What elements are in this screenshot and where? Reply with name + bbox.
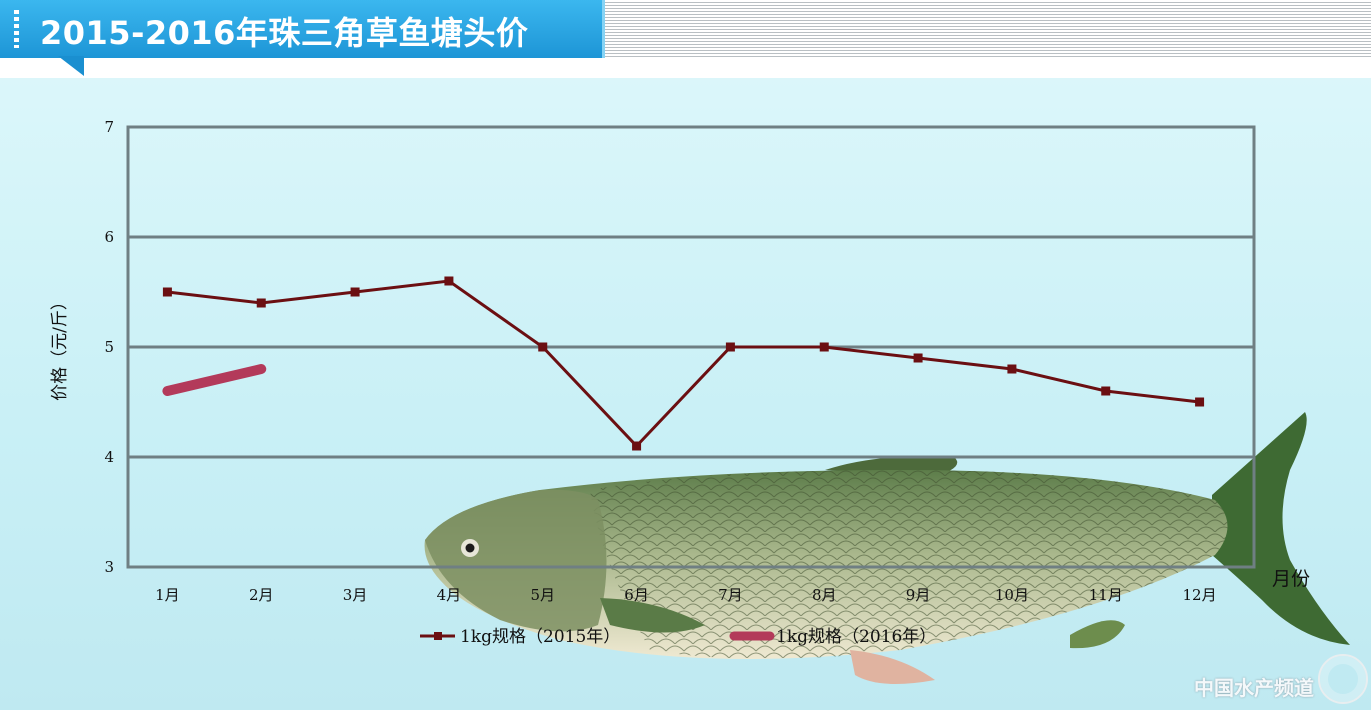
x-tick-label: 2月 (249, 586, 274, 604)
x-tick-label: 7月 (718, 586, 743, 604)
data-point-marker (725, 342, 735, 352)
data-point-marker (350, 287, 360, 297)
x-tick-label: 12月 (1183, 586, 1217, 604)
x-axis-label: 月份 (1272, 568, 1310, 590)
x-tick-label: 1月 (155, 586, 180, 604)
data-point-marker (1007, 364, 1017, 374)
watermark: 中国水产频道 (1194, 676, 1314, 700)
legend-marker-2015 (434, 632, 442, 640)
y-tick-label: 7 (104, 118, 114, 136)
data-point-marker (1195, 397, 1205, 407)
series-line-2015 (167, 279, 1200, 449)
banner-dots (14, 10, 19, 48)
x-tick-label: 8月 (812, 586, 837, 604)
x-axis-ticks: 1月 2月 3月 4月 5月 6月 7月 8月 9月 10月 11月 12月 (155, 586, 1216, 604)
series-line-2016 (162, 364, 267, 396)
title-banner: 2015-2016年珠三角草鱼塘头价 (0, 0, 605, 58)
x-tick-label: 11月 (1089, 586, 1123, 604)
data-series (162, 276, 1205, 451)
page-title: 2015-2016年珠三角草鱼塘头价 (40, 14, 529, 52)
data-point-marker (819, 342, 829, 352)
globe-logo-icon (1318, 654, 1368, 704)
data-point-marker (1101, 386, 1111, 396)
data-point-marker (162, 287, 172, 297)
legend-label-2015: 1kg规格（2015年） (460, 627, 620, 647)
x-tick-label: 4月 (437, 586, 462, 604)
y-axis-ticks: 3 4 5 6 7 (104, 118, 114, 576)
legend: 1kg规格（2015年） 1kg规格（2016年） (420, 627, 936, 647)
y-tick-label: 5 (104, 338, 114, 356)
y-tick-label: 6 (104, 228, 114, 246)
y-tick-label: 4 (104, 448, 114, 466)
grass-carp-illustration (424, 412, 1350, 684)
data-point-marker (913, 353, 923, 363)
x-tick-label: 5月 (530, 586, 555, 604)
x-tick-label: 9月 (906, 586, 931, 604)
header-divider (0, 58, 1371, 78)
banner-tail (58, 56, 84, 76)
x-tick-label: 6月 (624, 586, 649, 604)
data-point-marker (444, 276, 454, 286)
x-tick-label: 3月 (343, 586, 368, 604)
y-axis-label: 价格（元/斤） (50, 293, 70, 401)
legend-label-2016: 1kg规格（2016年） (776, 627, 936, 647)
data-point-marker (538, 342, 548, 352)
data-point-marker (632, 441, 642, 451)
x-tick-label: 10月 (995, 586, 1029, 604)
data-point-marker (256, 298, 266, 308)
gridlines (128, 235, 1254, 459)
y-tick-label: 3 (104, 558, 114, 576)
header-decoration (600, 0, 1371, 58)
